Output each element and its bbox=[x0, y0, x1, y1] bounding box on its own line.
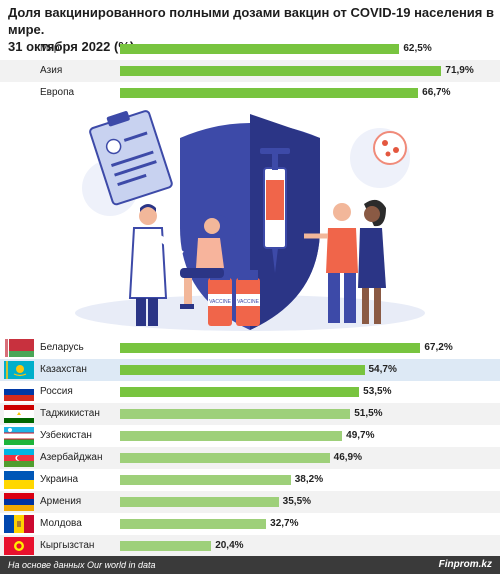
category-label: Казахстан bbox=[40, 364, 87, 375]
bar bbox=[120, 44, 400, 54]
bar bbox=[120, 475, 291, 485]
bar-row: Кыргызстан 20,4% bbox=[0, 535, 500, 557]
value-label: 35,5% bbox=[282, 496, 312, 507]
value-label: 38,2% bbox=[294, 474, 324, 485]
title-line-2: 31 октября 2022 (%) bbox=[8, 39, 135, 54]
source-note: На основе данных Our world in data bbox=[8, 560, 156, 570]
category-label: Азербайджан bbox=[40, 452, 103, 463]
footer-bar: На основе данных Our world in data Finpr… bbox=[0, 556, 500, 574]
bar-row: Мир 62,5% bbox=[0, 38, 500, 60]
bar bbox=[120, 365, 365, 375]
value-label: 71,9% bbox=[445, 65, 474, 76]
chart-title: Доля вакцинированного полными дозами вак… bbox=[8, 4, 494, 55]
category-label: Европа bbox=[40, 87, 75, 98]
category-label: Азия bbox=[40, 65, 63, 76]
bar bbox=[120, 409, 351, 419]
bar bbox=[120, 66, 442, 76]
bar-row: Беларусь 67,2% bbox=[0, 337, 500, 359]
category-label: Армения bbox=[40, 496, 82, 507]
value-label: 51,5% bbox=[354, 408, 383, 419]
bar-row: Таджикистан 51,5% bbox=[0, 403, 500, 425]
belarus-flag bbox=[4, 339, 34, 357]
armenia-flag bbox=[4, 493, 34, 511]
ukraine-flag bbox=[4, 471, 34, 489]
value-label: 32,7% bbox=[270, 518, 299, 529]
title-line-1: Доля вакцинированного полными дозами вак… bbox=[8, 5, 494, 37]
azerbaijan-flag bbox=[4, 449, 34, 467]
bar-row: Казахстан 54,7% bbox=[0, 359, 500, 381]
russia-flag bbox=[4, 383, 34, 401]
value-label: 62,5% bbox=[403, 43, 432, 54]
category-label: Таджикистан bbox=[40, 408, 100, 419]
bar bbox=[120, 541, 212, 551]
moldova-flag bbox=[4, 515, 34, 533]
bar-row: Европа 66,7% bbox=[0, 82, 500, 104]
kazakhstan-flag bbox=[4, 361, 34, 379]
bar-row: Украина 38,2% bbox=[0, 469, 500, 491]
vial-label-2: VACCINE bbox=[237, 299, 260, 305]
value-label: 67,2% bbox=[424, 342, 453, 353]
bar bbox=[120, 519, 267, 529]
value-label: 54,7% bbox=[368, 364, 397, 375]
tajikistan-flag bbox=[4, 405, 34, 423]
value-label: 49,7% bbox=[346, 430, 375, 441]
value-label: 46,9% bbox=[333, 452, 362, 463]
category-label: Кыргызстан bbox=[40, 540, 95, 551]
vial-label-1: VACCINE bbox=[209, 299, 232, 305]
category-label: Россия bbox=[40, 386, 73, 397]
bar bbox=[120, 453, 330, 463]
bar bbox=[120, 88, 419, 98]
value-label: 53,5% bbox=[363, 386, 392, 397]
bar-row: Азербайджан 46,9% bbox=[0, 447, 500, 469]
vaccination-illustration: VACCINE VACCINE bbox=[75, 110, 425, 331]
bar-row: Россия 53,5% bbox=[0, 381, 500, 403]
bar-row: Узбекистан 49,7% bbox=[0, 425, 500, 447]
category-label: Мир bbox=[40, 43, 60, 54]
bar bbox=[120, 343, 421, 353]
kyrgyzstan-flag bbox=[4, 537, 34, 555]
category-label: Беларусь bbox=[40, 342, 84, 353]
bar bbox=[120, 497, 279, 507]
category-label: Узбекистан bbox=[40, 430, 92, 441]
value-label: 20,4% bbox=[215, 540, 244, 551]
bar bbox=[120, 431, 343, 441]
uzbekistan-flag bbox=[4, 427, 34, 445]
bar-row: Азия 71,9% bbox=[0, 60, 500, 82]
brand-logo: Finprom.kz bbox=[438, 559, 492, 570]
bar-row: Молдова 32,7% bbox=[0, 513, 500, 535]
value-label: 66,7% bbox=[422, 87, 451, 98]
category-label: Молдова bbox=[40, 518, 82, 529]
bar bbox=[120, 387, 360, 397]
bar-row: Армения 35,5% bbox=[0, 491, 500, 513]
category-label: Украина bbox=[40, 474, 79, 485]
